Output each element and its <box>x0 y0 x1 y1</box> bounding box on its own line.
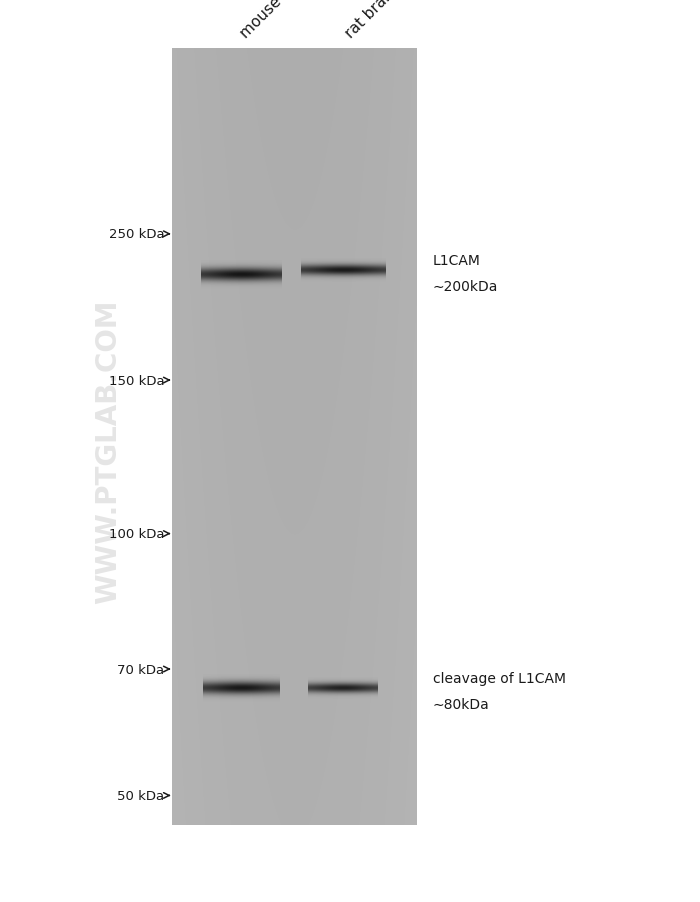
Text: 100 kDa: 100 kDa <box>109 528 164 540</box>
Text: 70 kDa: 70 kDa <box>118 663 164 676</box>
Text: L1CAM: L1CAM <box>433 253 480 268</box>
Text: rat brain: rat brain <box>343 0 400 41</box>
Text: 50 kDa: 50 kDa <box>118 789 164 802</box>
Text: mouse brain: mouse brain <box>238 0 316 41</box>
Text: cleavage of L1CAM: cleavage of L1CAM <box>433 671 566 686</box>
Text: 250 kDa: 250 kDa <box>109 228 164 241</box>
Text: ∼80kDa: ∼80kDa <box>433 697 489 711</box>
Text: 150 kDa: 150 kDa <box>109 374 164 387</box>
Text: WWW.PTGLAB.COM: WWW.PTGLAB.COM <box>94 299 122 603</box>
Text: ∼200kDa: ∼200kDa <box>433 280 498 293</box>
